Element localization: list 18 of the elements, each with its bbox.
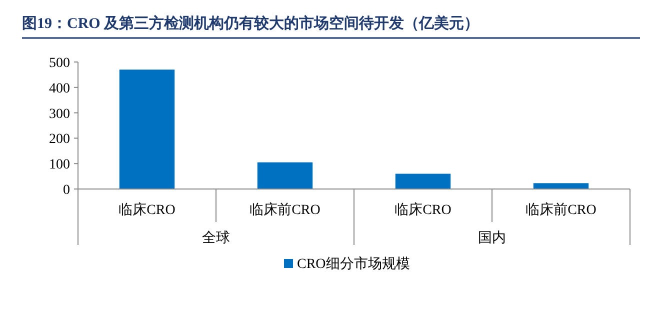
x-tick-label: 临床CRO — [394, 202, 452, 218]
bar — [257, 162, 313, 189]
x-tick-label: 临床前CRO — [250, 202, 320, 218]
legend-label: CRO细分市场规模 — [297, 256, 410, 272]
y-tick-label: 100 — [49, 158, 70, 173]
bar — [395, 174, 451, 189]
bar — [533, 183, 589, 189]
bar — [119, 70, 175, 189]
x-tick-label: 临床CRO — [118, 202, 176, 218]
y-tick-label: 400 — [49, 81, 70, 96]
chart-title: 图19：CRO 及第三方检测机构仍有较大的市场空间待开发（亿美元） — [22, 14, 480, 32]
y-tick-label: 200 — [49, 132, 70, 148]
y-tick-label: 0 — [63, 183, 70, 198]
text: 全球 — [202, 230, 230, 246]
text: 国内 — [478, 230, 506, 246]
x-tick-label: 临床前CRO — [526, 202, 596, 218]
y-tick-label: 300 — [49, 106, 70, 122]
y-tick-label: 500 — [49, 56, 70, 71]
